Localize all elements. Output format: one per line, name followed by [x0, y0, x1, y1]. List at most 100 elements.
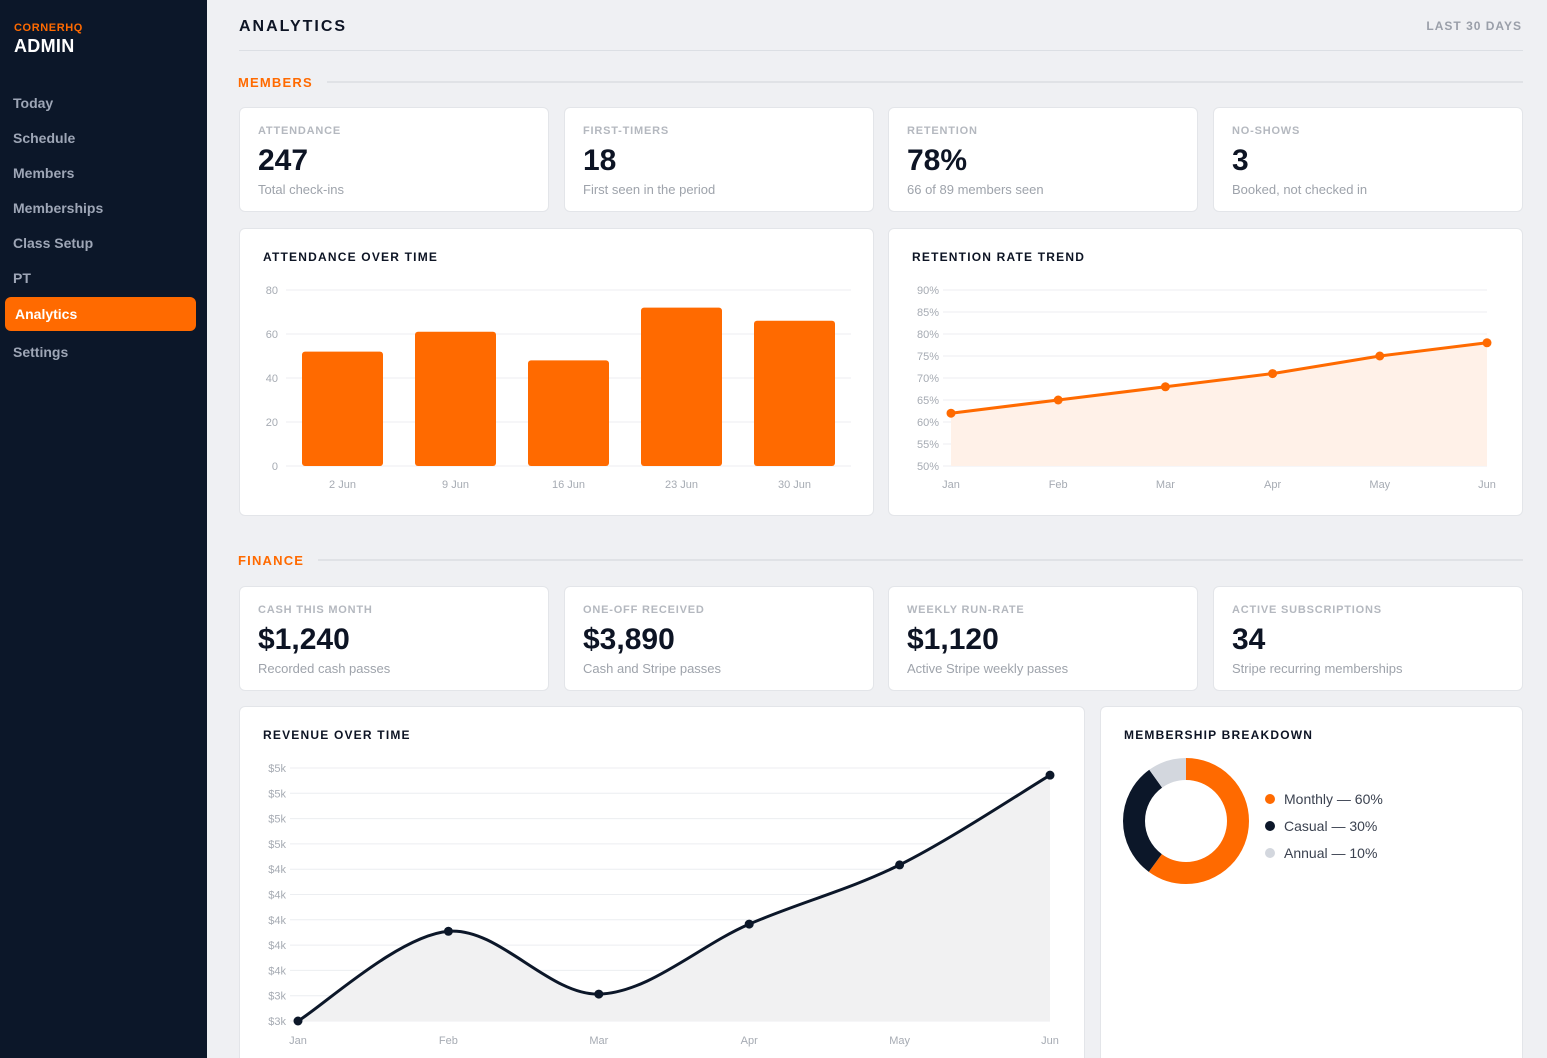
y-tick-label: 55%: [917, 439, 939, 451]
chart-title: ATTENDANCE OVER TIME: [263, 250, 439, 264]
kpi-value: 18: [583, 144, 617, 177]
y-tick-label: 60%: [917, 417, 939, 429]
sidebar-item-memberships[interactable]: Memberships: [13, 200, 104, 216]
sidebar-item-class-setup[interactable]: Class Setup: [13, 235, 94, 251]
kpi-card-no-shows: NO-SHOWS 3 Booked, not checked in: [1213, 107, 1523, 212]
bar: [754, 320, 835, 466]
x-tick-label: Jan: [942, 479, 960, 491]
data-point: [1160, 382, 1170, 392]
series-line: [950, 341, 1488, 415]
sidebar: CORNERHQ ADMIN Today Schedule Members Me…: [0, 0, 207, 1058]
y-tick-label: 40: [266, 373, 278, 385]
sidebar-item-today[interactable]: Today: [13, 95, 54, 111]
x-tick-label: 9 Jun: [442, 479, 469, 491]
data-point: [1045, 770, 1055, 780]
sidebar-item-settings[interactable]: Settings: [13, 344, 69, 360]
y-tick-label: $4k: [268, 890, 286, 902]
chart-legend: Monthly — 60% Casual — 30% Annual — 10%: [1265, 785, 1383, 866]
x-tick-label: Mar: [1156, 479, 1175, 491]
y-tick-label: $4k: [268, 915, 286, 927]
y-tick-label: 80%: [917, 329, 939, 341]
kpi-caption: Total check-ins: [258, 182, 344, 197]
section-divider: [327, 81, 1523, 83]
legend-label: Annual — 10%: [1284, 844, 1378, 861]
revenue-line-chart: $3k $3k $4k $4k $4k $4k $4k $5k $5k $5k $5k Jan Feb M…: [268, 763, 1059, 1047]
kpi-value: 3: [1232, 144, 1249, 177]
date-range-selector[interactable]: LAST 30 DAYS: [1426, 19, 1522, 33]
x-tick-label: 23 Jun: [665, 479, 698, 491]
x-tick-label: Apr: [1264, 479, 1281, 491]
y-tick-label: $4k: [268, 940, 286, 952]
donut-slice-casual: [1123, 758, 1249, 884]
x-tick-label: May: [1369, 479, 1390, 491]
data-point: [1268, 369, 1278, 379]
y-tick-label: 85%: [917, 307, 939, 319]
bar: [302, 351, 383, 466]
legend-item-casual: Casual — 30%: [1265, 812, 1383, 839]
brand-name: CORNERHQ: [14, 22, 83, 34]
kpi-caption: Cash and Stripe passes: [583, 661, 722, 676]
kpi-caption: Active Stripe weekly passes: [907, 661, 1069, 676]
data-point: [1375, 351, 1385, 361]
data-point: [1053, 395, 1063, 405]
legend-swatch: [1265, 820, 1275, 831]
kpi-value: 247: [258, 144, 309, 177]
y-tick-label: 75%: [917, 351, 939, 363]
legend-swatch: [1265, 793, 1275, 804]
kpi-value: $1,240: [258, 623, 350, 656]
retention-area-chart: 50% 55% 60% 65% 70% 75% 80% 85% 90% Jan Feb Mar Apr M…: [917, 285, 1496, 491]
kpi-value: $1,120: [907, 623, 999, 656]
y-tick-label: $5k: [268, 839, 286, 851]
y-tick-label: $5k: [268, 788, 286, 800]
sidebar-item-members[interactable]: Members: [13, 165, 75, 181]
y-tick-label: 70%: [917, 373, 939, 385]
kpi-caption: Booked, not checked in: [1232, 182, 1368, 197]
legend-label: Monthly — 60%: [1284, 790, 1383, 807]
x-tick-label: Jun: [1041, 1035, 1059, 1047]
legend-item-monthly: Monthly — 60%: [1265, 785, 1383, 812]
data-point: [293, 1016, 303, 1026]
kpi-value: 34: [1232, 623, 1266, 656]
data-point: [594, 989, 604, 999]
revenue-chart-card: REVENUE OVER TIME $3k $3k $4k $4k $4k $4k $4k $…: [239, 706, 1085, 1058]
sidebar-item-pt[interactable]: PT: [13, 270, 31, 286]
brand-subtitle: ADMIN: [14, 36, 75, 56]
kpi-card-one-off-received: ONE-OFF RECEIVED $3,890 Cash and Stripe …: [564, 586, 874, 691]
kpi-label: CASH THIS MONTH: [258, 604, 373, 616]
x-tick-label: 30 Jun: [778, 479, 811, 491]
data-point: [1482, 338, 1492, 348]
legend-swatch: [1265, 847, 1275, 858]
section-title-finance: FINANCE: [238, 553, 305, 568]
sidebar-item-schedule[interactable]: Schedule: [13, 130, 76, 146]
x-tick-label: Jun: [1478, 479, 1496, 491]
x-tick-label: Feb: [439, 1035, 458, 1047]
legend-label: Casual — 30%: [1284, 817, 1378, 834]
data-point: [443, 926, 453, 936]
kpi-label: RETENTION: [907, 125, 978, 137]
y-tick-label: 50%: [917, 461, 939, 473]
area-fill: [298, 775, 1050, 1021]
series-line: [297, 773, 1051, 1023]
x-tick-label: Apr: [741, 1035, 758, 1047]
x-tick-label: May: [889, 1035, 910, 1047]
kpi-card-first-timers: FIRST-TIMERS 18 First seen in the period: [564, 107, 874, 212]
y-tick-label: $5k: [268, 814, 286, 826]
kpi-label: ACTIVE SUBSCRIPTIONS: [1232, 604, 1382, 616]
kpi-label: ATTENDANCE: [258, 125, 341, 137]
x-tick-label: Mar: [589, 1035, 608, 1047]
data-point: [744, 919, 754, 929]
y-tick-label: 20: [266, 417, 278, 429]
y-tick-label: $4k: [268, 965, 286, 977]
kpi-label: FIRST-TIMERS: [583, 125, 669, 137]
kpi-label: NO-SHOWS: [1232, 125, 1301, 137]
sidebar-item-analytics[interactable]: Analytics: [5, 297, 196, 331]
chart-title: MEMBERSHIP BREAKDOWN: [1124, 728, 1314, 742]
kpi-value: $3,890: [583, 623, 675, 656]
kpi-card-weekly-run-rate: WEEKLY RUN-RATE $1,120 Active Stripe wee…: [888, 586, 1198, 691]
y-tick-label: 90%: [917, 285, 939, 297]
legend-item-annual: Annual — 10%: [1265, 839, 1383, 866]
x-tick-label: 2 Jun: [329, 479, 356, 491]
y-tick-label: $3k: [268, 991, 286, 1003]
kpi-value: 78%: [907, 144, 968, 177]
brand-logo[interactable]: CORNERHQ ADMIN: [14, 22, 83, 57]
